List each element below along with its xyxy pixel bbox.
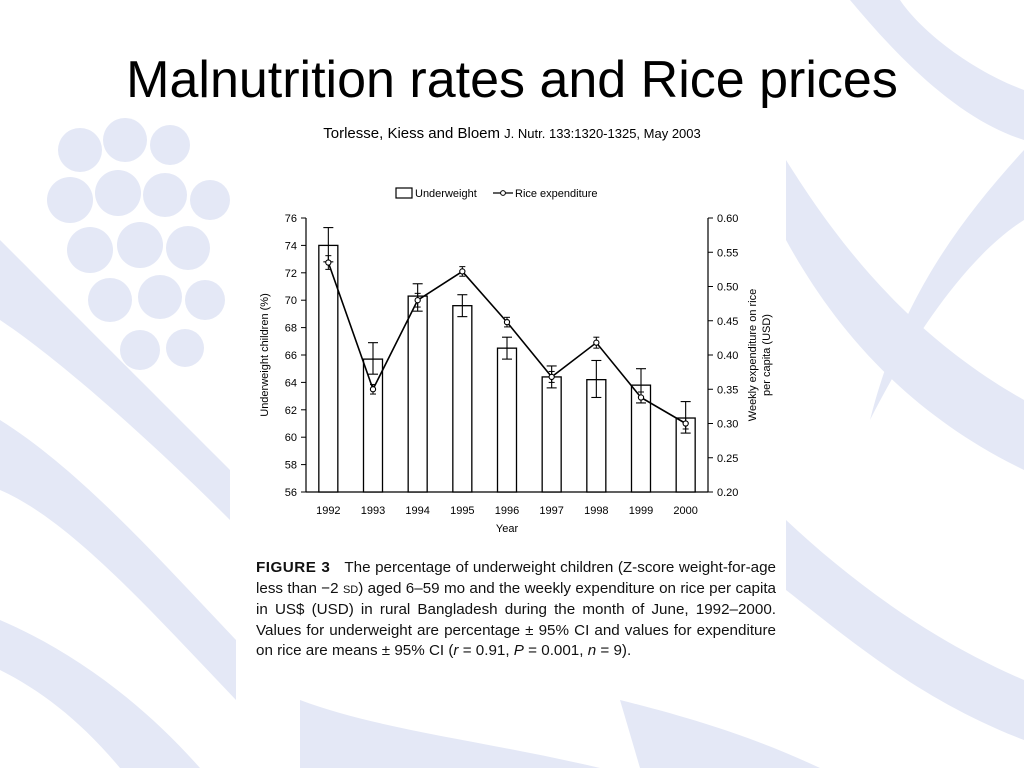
x-tick-label: 1995	[450, 505, 474, 517]
rice-expenditure-point	[414, 297, 421, 304]
figure-caption: FIGURE 3 The percentage of underweight ch…	[256, 558, 776, 662]
corn-cob-decoration	[47, 118, 230, 370]
caption-text: The percentage of underweight children (…	[256, 559, 777, 660]
underweight-bar	[496, 347, 518, 493]
x-tick-label: 1993	[361, 505, 385, 517]
legend-label-rice: Rice expenditure	[515, 188, 598, 200]
x-tick-label: 1994	[405, 505, 429, 517]
left-tick-label: 72	[285, 268, 297, 280]
citation-authors: Torlesse, Kiess and Bloem	[323, 125, 500, 142]
rice-expenditure-point	[637, 394, 645, 401]
rice-expenditure-point	[548, 373, 555, 381]
figure-panel: 56 58 60 62 64 66 68 70 72 74 76 0.20 0.25 0.30 0.35 0.…	[238, 180, 786, 685]
x-tick-label: 1992	[316, 505, 340, 517]
right-tick-label: 0.40	[717, 350, 738, 362]
legend-label-underweight: Underweight	[415, 188, 477, 200]
rice-expenditure-point	[369, 386, 377, 393]
x-axis-label: Year	[496, 523, 519, 535]
rice-expenditure-point	[682, 420, 689, 427]
right-axis-label: per capita (USD)	[761, 314, 773, 396]
underweight-bar	[362, 358, 384, 493]
rice-expenditure-point	[459, 268, 466, 275]
citation-journal: J. Nutr. 133:1320-1325, May 2003	[504, 126, 701, 141]
left-tick-label: 74	[285, 240, 297, 252]
x-tick-label: 1998	[584, 505, 608, 517]
left-tick-label: 68	[285, 323, 297, 335]
right-tick-label: 0.20	[717, 487, 738, 499]
right-axis-label: Weekly expenditure on rice	[747, 289, 759, 421]
right-tick-label: 0.30	[717, 419, 738, 431]
right-tick-label: 0.55	[717, 247, 738, 259]
right-tick-label: 0.45	[717, 316, 738, 328]
legend-marker-rice	[500, 190, 506, 196]
rice-expenditure-point	[503, 318, 511, 326]
left-tick-label: 60	[285, 432, 297, 444]
rice-expenditure-point	[593, 339, 600, 346]
left-tick-label: 58	[285, 460, 297, 472]
rice-expenditure-point	[325, 259, 332, 266]
figure-label: FIGURE 3	[256, 559, 331, 576]
combo-chart: 56 58 60 62 64 66 68 70 72 74 76 0.20 0.25 0.30 0.35 0.…	[259, 187, 773, 535]
slide-title: Malnutrition rates and Rice prices	[126, 51, 898, 109]
x-tick-label: 2000	[673, 505, 697, 517]
x-tick-label: 1996	[495, 505, 519, 517]
x-tick-label: 1999	[629, 505, 653, 517]
underweight-bar	[452, 305, 473, 493]
right-tick-label: 0.25	[717, 453, 738, 465]
left-tick-label: 66	[285, 350, 297, 362]
citation: Torlesse, Kiess and Bloem J. Nutr. 133:1…	[0, 124, 1024, 144]
right-tick-label: 0.35	[717, 384, 738, 396]
right-tick-label: 0.50	[717, 282, 738, 294]
left-tick-label: 62	[285, 405, 297, 417]
left-tick-label: 70	[285, 295, 297, 307]
left-axis-label: Underweight children (%)	[259, 293, 271, 417]
underweight-bar	[407, 295, 428, 493]
underweight-bar	[541, 376, 562, 493]
legend-swatch-underweight	[395, 187, 413, 199]
left-tick-label: 64	[285, 377, 297, 389]
left-tick-label: 56	[285, 487, 297, 499]
x-tick-label: 1997	[539, 505, 563, 517]
right-tick-label: 0.60	[717, 213, 738, 225]
left-tick-label: 76	[285, 213, 297, 225]
